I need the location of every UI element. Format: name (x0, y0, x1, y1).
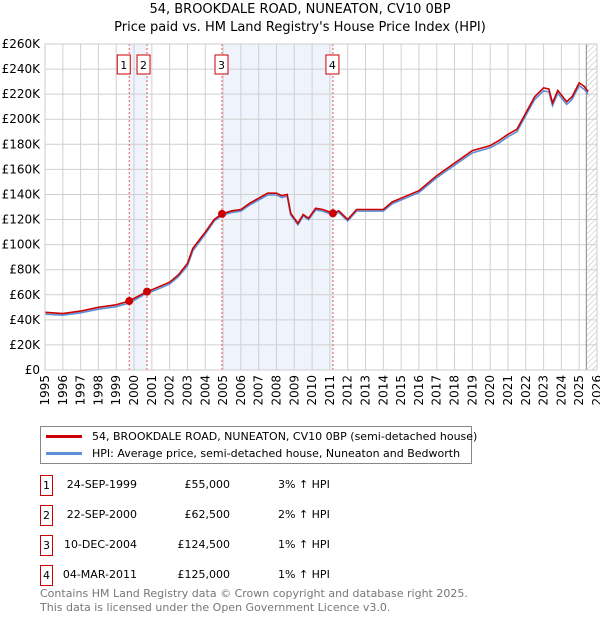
transaction-number: 4 (40, 565, 53, 586)
legend-label: 54, BROOKDALE ROAD, NUNEATON, CV10 0BP (… (92, 429, 478, 443)
x-tick-label: 2012 (341, 375, 355, 406)
footer: Contains HM Land Registry data © Crown c… (40, 587, 468, 615)
y-tick-label: £40K (9, 313, 41, 327)
y-tick-label: £80K (9, 263, 41, 277)
footer-licence: This data is licensed under the Open Gov… (40, 601, 391, 614)
x-tick-label: 2005 (216, 375, 230, 406)
transaction-number: 3 (40, 535, 53, 556)
transaction-date: 04-MAR-2011 (62, 568, 137, 581)
sale-label-box (214, 54, 229, 75)
transaction-row: 4 04-MAR-2011 £125,000 1% ↑ HPI (40, 565, 600, 587)
x-tick-label: 2014 (376, 375, 390, 406)
transaction-hpi: 1% ↑ HPI (278, 538, 330, 551)
x-tick-label: 1995 (38, 375, 52, 406)
x-tick-label: 2019 (465, 375, 479, 406)
transaction-number: 1 (40, 475, 53, 496)
legend: 54, BROOKDALE ROAD, NUNEATON, CV10 0BP (… (40, 426, 477, 464)
sale-label-box (116, 54, 131, 75)
x-tick-label: 2025 (572, 375, 586, 406)
transaction-date: 22-SEP-2000 (66, 508, 137, 521)
x-tick-label: 2013 (359, 375, 373, 406)
forecast-hatch (586, 44, 597, 370)
chart-title: 54, BROOKDALE ROAD, NUNEATON, CV10 0BP (149, 2, 451, 17)
sale-label: 4 (329, 59, 336, 72)
x-tick-label: 1999 (109, 375, 123, 406)
x-tick-label: 1998 (91, 375, 105, 406)
x-tick-label: 2017 (430, 375, 444, 406)
transaction-row: 3 10-DEC-2004 £124,500 1% ↑ HPI (40, 535, 600, 557)
x-tick-label: 2020 (483, 375, 497, 406)
sale-label: 3 (218, 59, 225, 72)
y-tick-label: £260K (2, 37, 42, 51)
x-tick-label: 2024 (554, 375, 568, 406)
transaction-hpi: 2% ↑ HPI (278, 508, 330, 521)
series-line (44, 81, 589, 315)
sale-point (328, 209, 337, 218)
x-tick-label: 1997 (74, 375, 88, 406)
sale-label: 2 (140, 59, 147, 72)
plot-border (44, 43, 598, 371)
sale-point (125, 297, 134, 306)
x-tick-label: 2016 (412, 375, 426, 406)
transaction-date: 10-DEC-2004 (63, 538, 137, 551)
x-tick-label: 2011 (323, 375, 337, 406)
legend-swatch-blue (46, 451, 82, 455)
transaction-number: 2 (40, 505, 53, 526)
sale-label: 1 (120, 59, 127, 72)
transaction-price: £62,500 (184, 508, 231, 521)
x-tick-label: 2023 (537, 375, 551, 406)
x-tick-label: 2018 (448, 375, 462, 406)
x-tick-label: 2000 (127, 375, 141, 406)
legend-label: HPI: Average price, semi-detached house,… (92, 446, 461, 460)
shaded-period (129, 44, 148, 370)
sale-label-box (325, 54, 340, 75)
x-tick-label: 2007 (252, 375, 266, 406)
transaction-price: £125,000 (177, 568, 231, 581)
x-tick-label: 2021 (501, 375, 515, 406)
legend-item-hpi: HPI: Average price, semi-detached house,… (46, 445, 460, 461)
y-tick-label: £0 (25, 363, 40, 377)
legend-item-property: 54, BROOKDALE ROAD, NUNEATON, CV10 0BP (… (46, 428, 477, 444)
x-tick-label: 2026 (590, 375, 600, 406)
y-tick-label: £240K (2, 62, 42, 76)
series-line (44, 84, 589, 317)
sale-point (143, 287, 152, 296)
transaction-hpi: 3% ↑ HPI (278, 478, 330, 491)
y-tick-label: £100K (2, 238, 42, 252)
y-tick-label: £200K (2, 112, 42, 126)
transaction-row: 2 22-SEP-2000 £62,500 2% ↑ HPI (40, 505, 600, 527)
x-tick-label: 2001 (145, 375, 159, 406)
footer-copyright: Contains HM Land Registry data © Crown c… (40, 587, 468, 600)
sale-point (217, 209, 226, 218)
y-tick-label: £20K (9, 338, 41, 352)
legend-swatch-red (46, 434, 82, 438)
x-tick-label: 2010 (305, 375, 319, 406)
sale-label-box (136, 54, 151, 75)
transaction-price: £124,500 (177, 538, 231, 551)
transaction-date: 24-SEP-1999 (66, 478, 137, 491)
x-tick-label: 2015 (394, 375, 408, 406)
x-tick-label: 2004 (198, 375, 212, 406)
y-tick-label: £140K (2, 187, 42, 201)
transaction-price: £55,000 (184, 478, 231, 491)
shaded-period (221, 44, 333, 370)
transaction-hpi: 1% ↑ HPI (278, 568, 330, 581)
x-tick-label: 1996 (56, 375, 70, 406)
x-tick-label: 2008 (269, 375, 283, 406)
x-tick-label: 2003 (180, 375, 194, 406)
y-tick-label: £60K (9, 288, 41, 302)
x-tick-label: 2009 (287, 375, 301, 406)
price-chart: 1995 1996 1997 1998 1999 2000 2001 2002 2003 2004… (2, 37, 600, 406)
y-tick-label: £220K (2, 87, 42, 101)
y-tick-label: £180K (2, 137, 42, 151)
y-tick-label: £120K (2, 213, 42, 227)
chart-subtitle: Price paid vs. HM Land Registry's House … (114, 20, 486, 35)
y-tick-label: £160K (2, 162, 42, 176)
x-tick-label: 2002 (163, 375, 177, 406)
transaction-row: 1 24-SEP-1999 £55,000 3% ↑ HPI (40, 475, 600, 497)
x-tick-label: 2022 (519, 375, 533, 406)
x-tick-label: 2006 (234, 375, 248, 406)
